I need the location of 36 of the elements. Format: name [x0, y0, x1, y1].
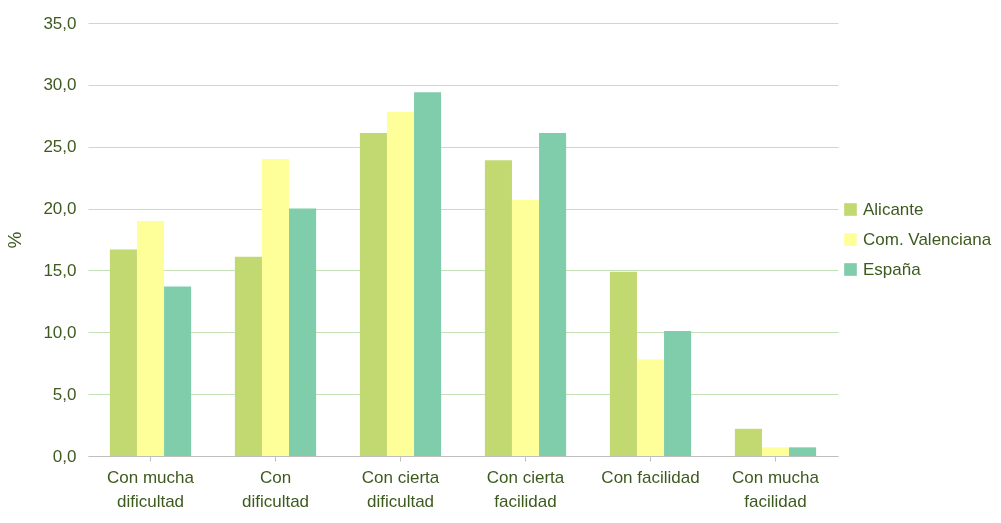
bar [761, 447, 790, 456]
y-tick-label: 20,0 [43, 199, 77, 219]
y-tick-label: 30,0 [43, 75, 77, 95]
y-tick-label: 10,0 [43, 322, 77, 342]
bar [664, 331, 692, 456]
bar [734, 428, 762, 456]
bar [359, 133, 387, 456]
x-tick-label: Con dificultad [241, 467, 310, 511]
y-tick-label: 15,0 [43, 260, 77, 280]
y-tick-label: 5,0 [52, 384, 77, 404]
legend-label: España [863, 259, 922, 279]
bar [484, 160, 512, 456]
bar [234, 256, 262, 456]
y-tick-label: 0,0 [52, 446, 77, 466]
bar [289, 208, 317, 456]
bar [136, 220, 165, 456]
x-tick-label: Con facilidad [601, 467, 700, 487]
bar [539, 133, 567, 456]
legend-label: Alicante [863, 199, 924, 219]
legend-label: Com. Valenciana [863, 229, 992, 249]
bar [789, 447, 817, 456]
bar [109, 249, 137, 456]
y-axis-title: % [4, 231, 26, 249]
x-tick-label: Con mucha dificultad [107, 467, 195, 511]
x-tick-label: Con mucha facilidad [732, 467, 820, 511]
bar [609, 271, 637, 456]
y-tick-label: 25,0 [43, 137, 77, 157]
bar [636, 359, 665, 456]
bar [386, 112, 415, 456]
bar [164, 286, 192, 456]
x-tick-label: Con cierta facilidad [486, 467, 565, 511]
y-tick-label: 35,0 [43, 13, 77, 33]
bar [414, 92, 442, 456]
bar [511, 199, 540, 456]
bar [261, 159, 290, 456]
x-tick-label: Con cierta dificultad [361, 467, 440, 511]
